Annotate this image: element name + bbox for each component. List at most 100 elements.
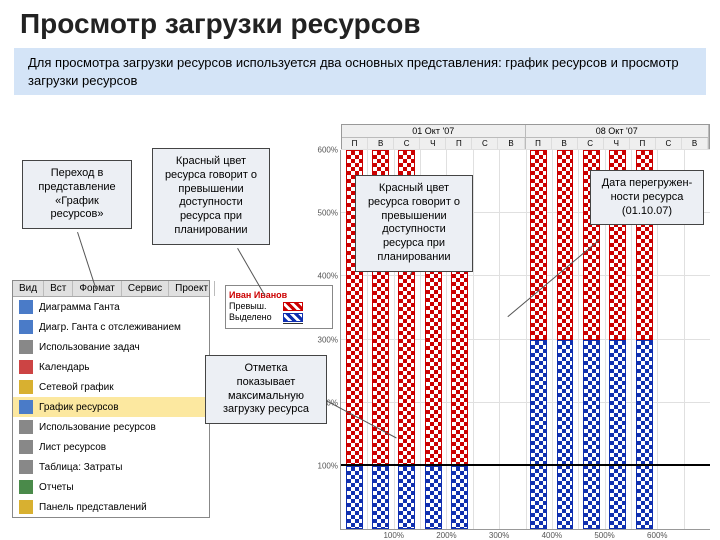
menu-items: Диаграмма Ганта Диагр. Ганта с отслеживан… <box>13 297 209 517</box>
chart-week-title: 01 Окт '07 <box>342 125 525 138</box>
x-axis-label: 300% <box>489 531 509 540</box>
bar-overallocated <box>530 150 547 340</box>
chart-week-title: 08 Окт '07 <box>526 125 709 138</box>
menu-header: ВидВстФорматСервисПроект <box>13 281 209 297</box>
callout-maxmark: Отметка показывает максимальную загрузку… <box>205 355 327 424</box>
chart-day-label: П <box>526 138 552 149</box>
chart-day-label: В <box>682 138 708 149</box>
chart-day-label: С <box>394 138 420 149</box>
menu-item[interactable]: Отчеты <box>13 477 209 497</box>
legend-swatch <box>283 313 303 322</box>
callout-red-1: Красный цвет ресурса говорит о превышени… <box>152 148 270 245</box>
x-axis-label: 400% <box>542 531 562 540</box>
menu-item-label: Диаграмма Ганта <box>39 302 120 313</box>
menu-tab[interactable]: Сервис <box>122 281 169 296</box>
chart-day-label: В <box>368 138 394 149</box>
y-axis-label: 100% <box>318 461 338 470</box>
menu-item[interactable]: Таблица: Затраты <box>13 457 209 477</box>
x-axis-label: 100% <box>383 531 403 540</box>
bar-allocated <box>609 340 626 530</box>
menu-item-icon <box>19 480 33 494</box>
menu-item-icon <box>19 460 33 474</box>
menu-item-icon <box>19 360 33 374</box>
menu-item[interactable]: Диаграмма Ганта <box>13 297 209 317</box>
menu-item-icon <box>19 420 33 434</box>
legend-swatch <box>283 302 303 311</box>
grid-v <box>526 150 527 529</box>
menu-item[interactable]: Панель представлений <box>13 497 209 517</box>
bar-allocated <box>425 466 442 529</box>
chart-week-group: 08 Окт '07ПВСЧПСВ <box>526 125 710 149</box>
grid-v <box>578 150 579 529</box>
menu-item-icon <box>19 320 33 334</box>
menu-item-label: Диагр. Ганта с отслеживанием <box>39 322 181 333</box>
chart-week-group: 01 Окт '07ПВСЧПСВ <box>342 125 526 149</box>
max-load-line <box>341 464 710 466</box>
chart-day-label: В <box>552 138 578 149</box>
legend-row: Выделено <box>229 312 329 322</box>
y-axis-label: 600% <box>318 146 338 155</box>
legend-label: Превыш. <box>229 301 279 311</box>
y-axis-label: 400% <box>318 272 338 281</box>
bar-allocated <box>346 466 363 529</box>
bar-allocated <box>557 340 574 530</box>
bar-allocated <box>530 340 547 530</box>
bar-allocated <box>398 466 415 529</box>
menu-item-label: Сетевой график <box>39 382 114 393</box>
grid-v <box>499 150 500 529</box>
menu-item-label: График ресурсов <box>39 402 119 413</box>
bar-overallocated <box>557 150 574 340</box>
menu-item[interactable]: Использование ресурсов <box>13 417 209 437</box>
menu-item-icon <box>19 340 33 354</box>
grid-h <box>341 149 710 150</box>
chart-day-label: Ч <box>420 138 446 149</box>
menu-tab[interactable]: Вид <box>13 281 44 296</box>
chart-day-label: С <box>578 138 604 149</box>
grid-v <box>552 150 553 529</box>
menu-item-label: Лист ресурсов <box>39 442 106 453</box>
chart-day-label: С <box>472 138 498 149</box>
legend-row: Превыш. <box>229 301 329 311</box>
menu-item-label: Использование ресурсов <box>39 422 156 433</box>
legend-label: Выделено <box>229 312 279 322</box>
menu-item[interactable]: Сетевой график <box>13 377 209 397</box>
menu-item-icon <box>19 400 33 414</box>
chart-day-label: П <box>446 138 472 149</box>
menu-tab[interactable]: Формат <box>73 281 122 296</box>
chart-day-label: С <box>656 138 682 149</box>
y-axis-label: 500% <box>318 209 338 218</box>
menu-item[interactable]: Использование задач <box>13 337 209 357</box>
menu-tab[interactable]: Вст <box>44 281 73 296</box>
menu-item[interactable]: График ресурсов <box>13 397 209 417</box>
menu-item-label: Календарь <box>39 362 89 373</box>
bar-allocated <box>583 340 600 530</box>
grid-h <box>341 339 710 340</box>
menu-item-label: Панель представлений <box>39 502 147 513</box>
callout-goto-view: Переход в представление «График ресурсов… <box>22 160 132 229</box>
x-axis-label: 600% <box>647 531 667 540</box>
menu-item-icon <box>19 440 33 454</box>
bar-allocated <box>451 466 468 529</box>
bar-allocated <box>636 340 653 530</box>
menu-item-label: Отчеты <box>39 482 74 493</box>
chart-day-label: П <box>630 138 656 149</box>
y-axis-label: 300% <box>318 335 338 344</box>
menu-item[interactable]: Календарь <box>13 357 209 377</box>
resource-legend: Иван Иванов Превыш.Выделено <box>225 285 333 329</box>
legend-swatch <box>283 323 303 324</box>
subtitle: Для просмотра загрузки ресурсов использу… <box>14 48 706 95</box>
legend-title: Иван Иванов <box>229 290 287 300</box>
menu-item-icon <box>19 380 33 394</box>
menu-item[interactable]: Лист ресурсов <box>13 437 209 457</box>
chart-header: 01 Окт '07ПВСЧПСВ08 Окт '07ПВСЧПСВ <box>341 124 710 150</box>
bar-allocated <box>372 466 389 529</box>
menu-item-label: Использование задач <box>39 342 140 353</box>
chart-day-label: Ч <box>604 138 630 149</box>
menu-item[interactable]: Диагр. Ганта с отслеживанием <box>13 317 209 337</box>
menu-tab[interactable]: Проект <box>169 281 215 296</box>
menu-item-label: Таблица: Затраты <box>39 462 122 473</box>
menu-item-icon <box>19 300 33 314</box>
callout-date: Дата перегружен-ности ресурса (01.10.07) <box>590 170 704 225</box>
page-title: Просмотр загрузки ресурсов <box>0 0 720 48</box>
view-menu-window: ВидВстФорматСервисПроект Диаграмма Ганта… <box>12 280 210 518</box>
